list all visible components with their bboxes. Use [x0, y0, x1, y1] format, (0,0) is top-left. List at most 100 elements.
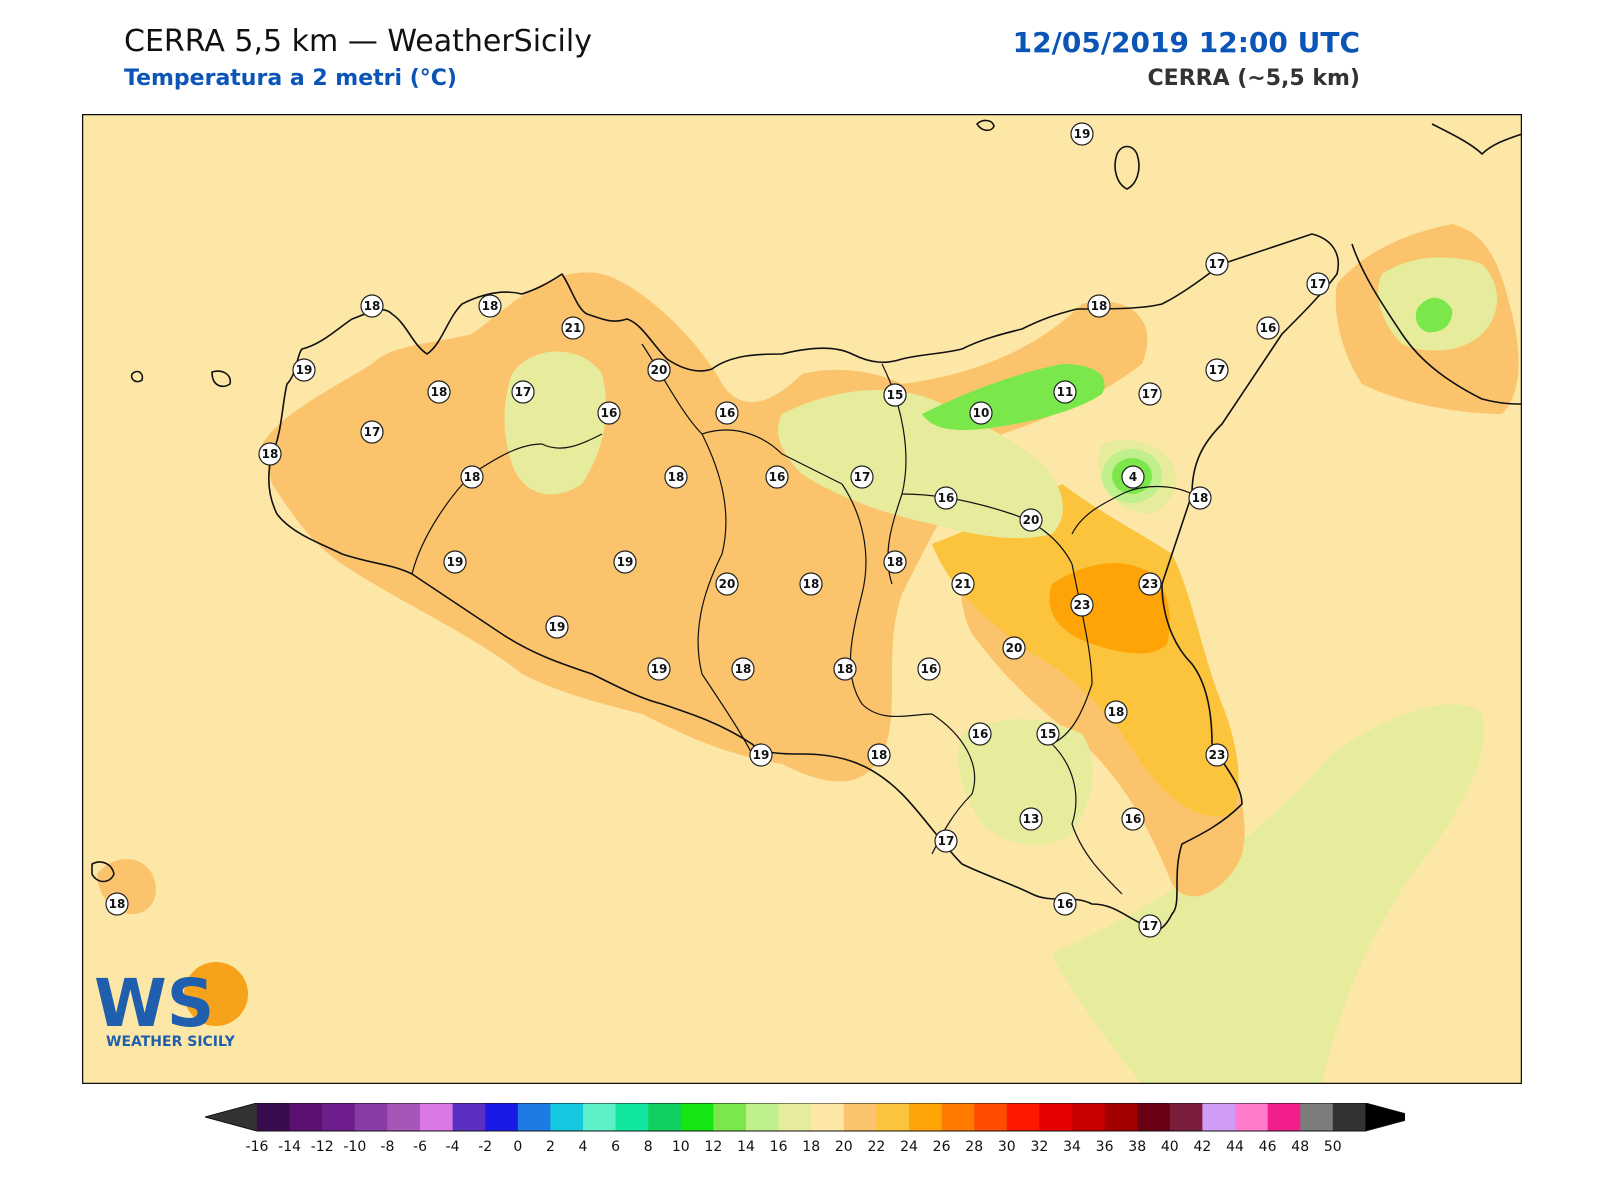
station-marker: 16	[934, 486, 958, 510]
station-circle	[833, 657, 857, 681]
logo-letters: WS	[94, 965, 214, 1042]
station-circle	[664, 465, 688, 489]
station-marker: 20	[1002, 636, 1026, 660]
sea-cool-area	[1052, 704, 1484, 1084]
station-value: 19	[1074, 127, 1091, 141]
station-circle	[1104, 700, 1128, 724]
station-value: 19	[447, 555, 464, 569]
station-value: 20	[651, 363, 668, 377]
colorbar-cell	[257, 1103, 291, 1131]
station-circle	[1121, 465, 1145, 489]
colorbar-tick-label: 2	[546, 1139, 555, 1155]
colorbar-cell	[974, 1103, 1008, 1131]
station-value: 10	[973, 406, 990, 420]
station-value: 17	[854, 470, 871, 484]
colorbar-cell	[354, 1103, 388, 1131]
station-circle	[1256, 316, 1280, 340]
station-value: 16	[719, 406, 736, 420]
station-marker: 18	[478, 294, 502, 318]
small-islands	[91, 119, 1140, 883]
colorbar-under-arrow	[205, 1103, 257, 1131]
station-value: 20	[1006, 641, 1023, 655]
colorbar-cell	[1202, 1103, 1236, 1131]
station-circle	[731, 657, 755, 681]
map-frame	[82, 114, 1522, 1084]
station-marker: 10	[969, 401, 993, 425]
station-marker: 19	[749, 743, 773, 767]
colorbar-cell	[778, 1103, 812, 1131]
colorbar-cell	[941, 1103, 975, 1131]
colorbar-tick-label: 8	[644, 1139, 653, 1155]
colorbar-tick-label: 46	[1259, 1139, 1277, 1155]
station-circle	[715, 401, 739, 425]
colorbar-tick-label: -10	[343, 1139, 366, 1155]
station-circle	[597, 401, 621, 425]
station-circle	[799, 572, 823, 596]
station-value: 19	[617, 555, 634, 569]
station-marker: 16	[917, 657, 941, 681]
colorbar-tick-label: 26	[933, 1139, 951, 1155]
station-value: 18	[803, 577, 820, 591]
station-circle	[545, 615, 569, 639]
station-marker: 18	[258, 442, 282, 466]
station-value: 18	[1091, 299, 1108, 313]
colorbar-cell	[550, 1103, 584, 1131]
colorbar-cell	[680, 1103, 714, 1131]
station-marker: 11	[1053, 380, 1077, 404]
station-marker: 15	[883, 383, 907, 407]
station-value: 19	[296, 363, 313, 377]
station-circle	[561, 316, 585, 340]
station-circle	[765, 465, 789, 489]
station-value: 18	[871, 748, 888, 762]
station-value: 16	[972, 727, 989, 741]
colorbar-tick-label: -8	[380, 1139, 394, 1155]
colorbar-cell	[1235, 1103, 1269, 1131]
station-marker: 18	[799, 572, 823, 596]
station-circle	[443, 550, 467, 574]
station-circle	[1053, 892, 1077, 916]
station-marker: 18	[1104, 700, 1128, 724]
station-circle	[1002, 636, 1026, 660]
colorbar-cell	[420, 1103, 454, 1131]
station-circle	[1138, 382, 1162, 406]
colorbar-tick-label: 44	[1226, 1139, 1244, 1155]
colorbar-cell	[1072, 1103, 1106, 1131]
station-circle	[1070, 593, 1094, 617]
station-marker: 20	[647, 358, 671, 382]
colorbar-tick-label: 50	[1324, 1139, 1342, 1155]
station-value: 17	[1142, 387, 1159, 401]
colorbar-tick-label: 48	[1291, 1139, 1309, 1155]
station-marker: 18	[1087, 294, 1111, 318]
station-value: 17	[1142, 919, 1159, 933]
station-marker: 19	[1070, 122, 1094, 146]
colorbar-cell	[909, 1103, 943, 1131]
colorbar-cell	[322, 1103, 356, 1131]
station-marker: 23	[1070, 593, 1094, 617]
station-value: 16	[1125, 812, 1142, 826]
cold-zone-apennine	[1415, 297, 1453, 333]
model-label: CERRA (~5,5 km)	[1147, 66, 1360, 91]
colorbar-tick-label: -6	[413, 1139, 427, 1155]
station-circle	[292, 358, 316, 382]
station-marker: 17	[360, 420, 384, 444]
station-circle	[969, 401, 993, 425]
station-marker: 15	[1036, 722, 1060, 746]
station-circle	[1019, 508, 1043, 532]
colorbar-tick-label: 12	[704, 1139, 722, 1155]
station-value: 18	[1108, 705, 1125, 719]
station-value: 19	[549, 620, 566, 634]
station-value: 16	[601, 406, 618, 420]
station-circle	[1019, 807, 1043, 831]
station-value: 18	[364, 299, 381, 313]
station-marker: 20	[715, 572, 739, 596]
station-circle	[1138, 914, 1162, 938]
station-marker: 16	[968, 722, 992, 746]
station-value: 20	[719, 577, 736, 591]
station-value: 21	[955, 577, 972, 591]
colorbar-tick-label: 32	[1030, 1139, 1048, 1155]
station-value: 15	[887, 388, 904, 402]
station-markers: 18 19 17 17 16 18 18 21 19 18 17 20 16 15 11 17 17 17 16 20…	[105, 122, 1330, 938]
station-value: 17	[1209, 363, 1226, 377]
station-value: 18	[837, 662, 854, 676]
station-marker: 18	[460, 465, 484, 489]
